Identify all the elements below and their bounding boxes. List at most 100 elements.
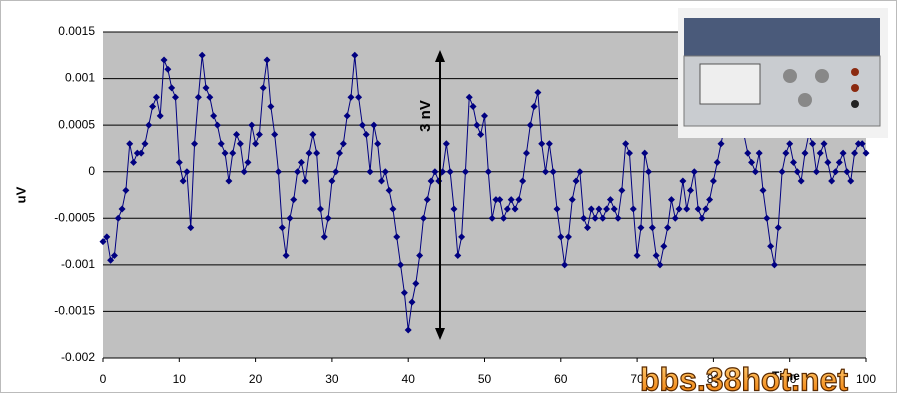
marker (397, 261, 405, 269)
marker (477, 130, 485, 138)
x-tick-label: 20 (249, 372, 263, 386)
marker (130, 158, 138, 166)
marker (690, 168, 698, 176)
marker (694, 205, 702, 213)
marker (862, 149, 870, 157)
marker (652, 252, 660, 260)
marker (538, 140, 546, 148)
marker (427, 177, 435, 185)
marker (431, 168, 439, 176)
marker (324, 214, 332, 222)
marker (290, 196, 298, 204)
marker (526, 121, 534, 129)
marker (194, 93, 202, 101)
x-tick-label: 30 (325, 372, 339, 386)
annotation: 3 nV (417, 100, 434, 132)
marker (114, 214, 122, 222)
marker (343, 112, 351, 120)
marker (595, 205, 603, 213)
marker (603, 205, 611, 213)
marker (820, 140, 828, 148)
marker (473, 121, 481, 129)
marker (175, 158, 183, 166)
marker (240, 168, 248, 176)
marker (645, 168, 653, 176)
marker (122, 186, 130, 194)
marker (274, 168, 282, 176)
marker (248, 121, 256, 129)
marker (782, 149, 790, 157)
marker (843, 168, 851, 176)
instrument-photo (678, 8, 888, 138)
marker (633, 252, 641, 260)
marker (549, 168, 557, 176)
marker (717, 140, 725, 148)
marker (103, 233, 111, 241)
marker (660, 242, 668, 250)
x-tick-label: 80 (707, 372, 721, 386)
marker (267, 103, 275, 111)
x-tick-label: 90 (783, 372, 797, 386)
marker (557, 233, 565, 241)
x-tick-label: 10 (173, 372, 187, 386)
marker (229, 149, 237, 157)
marker (618, 186, 626, 194)
marker (759, 186, 767, 194)
marker (576, 168, 584, 176)
marker (751, 168, 759, 176)
y-axis-label: uV (13, 186, 28, 203)
marker (339, 140, 347, 148)
y-tick-label: 0.0015 (58, 24, 95, 38)
marker (233, 130, 241, 138)
marker (316, 205, 324, 213)
marker (748, 158, 756, 166)
x-tick-label: 60 (554, 372, 568, 386)
marker (202, 84, 210, 92)
y-tick-label: -0.002 (61, 350, 95, 364)
marker (145, 121, 153, 129)
x-tick-label: 70 (630, 372, 644, 386)
marker (664, 224, 672, 232)
marker (507, 196, 515, 204)
y-tick-label: 0.0005 (58, 117, 95, 131)
marker (744, 149, 752, 157)
marker (351, 51, 359, 59)
marker (191, 140, 199, 148)
marker (297, 158, 305, 166)
y-tick-label: 0.001 (65, 71, 95, 85)
marker (702, 205, 710, 213)
marker (255, 130, 263, 138)
marker (683, 205, 691, 213)
marker (465, 93, 473, 101)
marker (580, 214, 588, 222)
marker (362, 130, 370, 138)
marker (801, 149, 809, 157)
marker (770, 261, 778, 269)
marker (515, 196, 523, 204)
x-axis-label: Time (772, 369, 800, 383)
marker (320, 233, 328, 241)
marker (587, 205, 595, 213)
marker (778, 168, 786, 176)
marker (149, 103, 157, 111)
knob (815, 69, 829, 83)
marker (446, 168, 454, 176)
marker (790, 158, 798, 166)
marker (385, 186, 393, 194)
marker (763, 214, 771, 222)
marker (671, 214, 679, 222)
marker (118, 205, 126, 213)
marker (187, 224, 195, 232)
marker (755, 149, 763, 157)
knob (798, 93, 812, 107)
series (99, 51, 870, 334)
marker (522, 149, 530, 157)
marker (774, 224, 782, 232)
marker (637, 224, 645, 232)
y-tick-label: -0.001 (61, 257, 95, 271)
marker (366, 168, 374, 176)
marker (839, 149, 847, 157)
marker (503, 205, 511, 213)
marker (99, 238, 107, 246)
marker (641, 149, 649, 157)
